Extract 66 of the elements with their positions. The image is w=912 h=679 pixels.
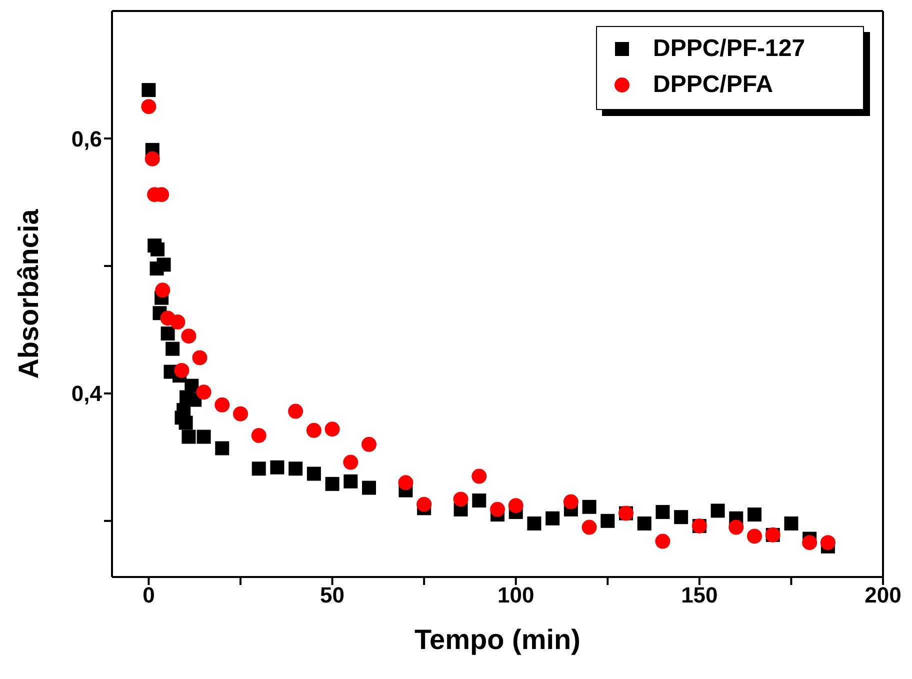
- point: [325, 476, 340, 491]
- legend-label: DPPC/PFA: [653, 71, 774, 99]
- x-tick-label: 150: [681, 582, 718, 608]
- point: [142, 83, 156, 98]
- point: [160, 326, 175, 341]
- point: [270, 460, 284, 474]
- y-tick-label: 0,6: [71, 126, 102, 152]
- point: [637, 516, 652, 530]
- point: [728, 520, 744, 535]
- point: [166, 342, 180, 356]
- point: [144, 151, 160, 166]
- point: [251, 428, 266, 443]
- x-axis-title: Tempo (min): [414, 624, 580, 655]
- x-tick-label: 50: [320, 582, 345, 608]
- point: [288, 404, 304, 419]
- point: [344, 474, 358, 488]
- point: [196, 430, 211, 444]
- y-axis-title: Absorbância: [13, 208, 44, 379]
- point: [674, 510, 688, 524]
- point: [416, 496, 432, 512]
- point: [288, 462, 303, 476]
- point: [156, 258, 171, 272]
- point: [215, 441, 230, 456]
- point: [306, 422, 322, 438]
- point: [398, 475, 414, 490]
- point: [472, 494, 486, 508]
- x-tick-label: 100: [498, 582, 534, 608]
- point: [181, 328, 196, 344]
- point: [343, 454, 358, 470]
- point: [748, 508, 762, 522]
- point: [233, 406, 248, 422]
- point: [656, 504, 670, 519]
- y-tick-label: 0,4: [71, 381, 103, 406]
- point: [802, 535, 818, 550]
- x-tick-label: 0: [142, 582, 155, 608]
- point: [362, 436, 376, 452]
- point: [472, 468, 487, 484]
- point: [324, 422, 340, 437]
- point: [362, 480, 376, 495]
- point: [600, 514, 615, 528]
- point: [141, 99, 156, 114]
- point: [747, 528, 762, 544]
- point: [582, 520, 597, 535]
- point: [252, 462, 266, 476]
- legend-label: DPPC/PF-127: [653, 35, 806, 63]
- point: [170, 314, 186, 330]
- point: [527, 516, 542, 530]
- x-tick-label: 200: [864, 582, 902, 608]
- point: [196, 384, 212, 400]
- point: [453, 492, 468, 507]
- point: [784, 516, 798, 530]
- point: [155, 282, 170, 298]
- point: [563, 494, 578, 510]
- point: [192, 350, 208, 366]
- point: [655, 534, 670, 549]
- point: [820, 535, 836, 550]
- point: [214, 397, 230, 412]
- point: [182, 430, 196, 444]
- point: [150, 242, 165, 256]
- point: [546, 511, 560, 526]
- point: [490, 502, 505, 517]
- point: [508, 498, 524, 514]
- point: [306, 466, 321, 481]
- point: [174, 362, 190, 378]
- point: [582, 500, 596, 514]
- point: [710, 504, 725, 518]
